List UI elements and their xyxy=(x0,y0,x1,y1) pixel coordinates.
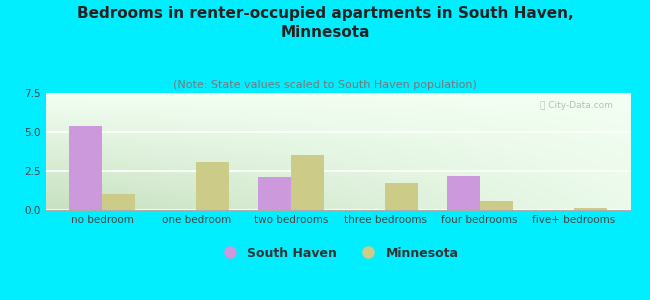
Bar xyxy=(291,155,324,210)
Bar xyxy=(196,162,229,210)
Text: ⓘ City-Data.com: ⓘ City-Data.com xyxy=(540,101,613,110)
Bar xyxy=(385,184,418,210)
Bar xyxy=(480,201,513,210)
Bar xyxy=(574,208,607,210)
Bar xyxy=(447,176,480,210)
Bar xyxy=(102,194,135,210)
Legend: South Haven, Minnesota: South Haven, Minnesota xyxy=(212,242,464,265)
Bar xyxy=(258,177,291,210)
Text: (Note: State values scaled to South Haven population): (Note: State values scaled to South Have… xyxy=(173,80,477,89)
Bar xyxy=(69,126,102,210)
Text: Bedrooms in renter-occupied apartments in South Haven,
Minnesota: Bedrooms in renter-occupied apartments i… xyxy=(77,6,573,40)
